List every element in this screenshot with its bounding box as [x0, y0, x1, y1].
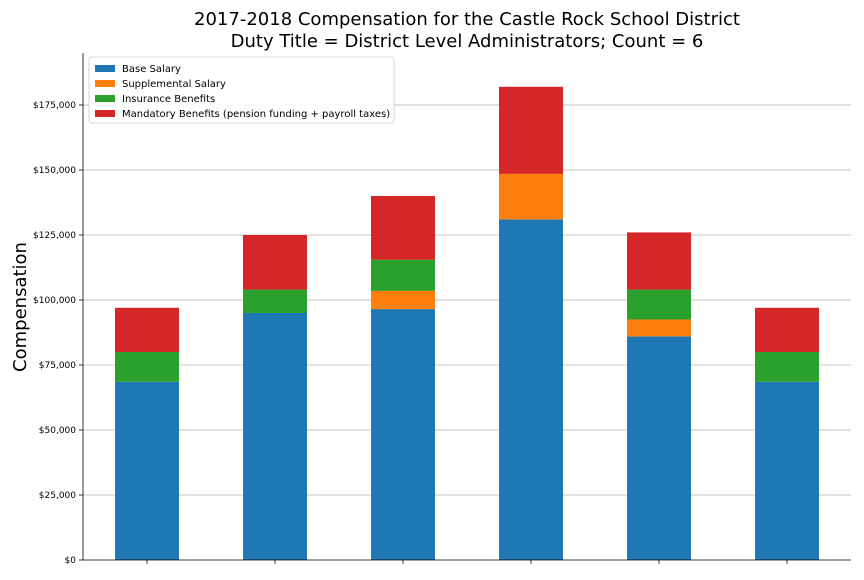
bars [115, 86, 819, 560]
legend-label: Insurance Benefits [122, 94, 215, 105]
legend-label: Mandatory Benefits (pension funding + pa… [122, 109, 390, 120]
legend-swatch [95, 65, 115, 72]
bar-segment [627, 319, 691, 337]
legend: Base Salary Supplemental Salary Insurance … [88, 56, 395, 124]
chart-subtitle: Duty Title = District Level Administrato… [231, 31, 704, 52]
bar-segment [371, 259, 435, 291]
legend-label: Supplemental Salary [122, 79, 226, 90]
bar-segment [243, 313, 307, 560]
bar-segment [627, 232, 691, 290]
y-tick-label: $100,000 [33, 296, 76, 306]
y-tick-label: $0 [65, 556, 77, 566]
bar-segment [243, 235, 307, 290]
bar-segment [371, 309, 435, 560]
bar-segment [755, 307, 819, 352]
bar-segment [115, 352, 179, 382]
bar-segment [371, 290, 435, 310]
bar-segment [499, 219, 563, 560]
y-tick-label: $125,000 [33, 231, 76, 241]
y-tick-label: $50,000 [39, 426, 76, 436]
gridlines [83, 104, 851, 496]
legend-swatch [95, 110, 115, 117]
y-axis-label: Compensation [10, 242, 31, 372]
bar-segment [755, 381, 819, 560]
bar-segment [371, 196, 435, 260]
y-tick-label: $175,000 [33, 101, 76, 111]
legend-label: Base Salary [122, 64, 181, 75]
y-tick-label: $150,000 [33, 166, 76, 176]
legend-box [88, 56, 395, 124]
legend-swatch [95, 80, 115, 87]
bar-segment [627, 336, 691, 560]
bar-segment [755, 352, 819, 382]
y-tick-label: $25,000 [39, 491, 76, 501]
bar-segment [243, 289, 307, 313]
y-tick-label: $75,000 [39, 361, 76, 371]
bar-segment [499, 173, 563, 220]
bar-segment [115, 307, 179, 352]
chart-title: 2017-2018 Compensation for the Castle Ro… [194, 9, 740, 30]
legend-swatch [95, 95, 115, 102]
bar-segment [499, 86, 563, 174]
bar-segment [627, 289, 691, 320]
bar-segment [115, 381, 179, 560]
axes: $0 $25,000 $50,000 $75,000 $100,000 $125,000 $… [33, 53, 851, 566]
